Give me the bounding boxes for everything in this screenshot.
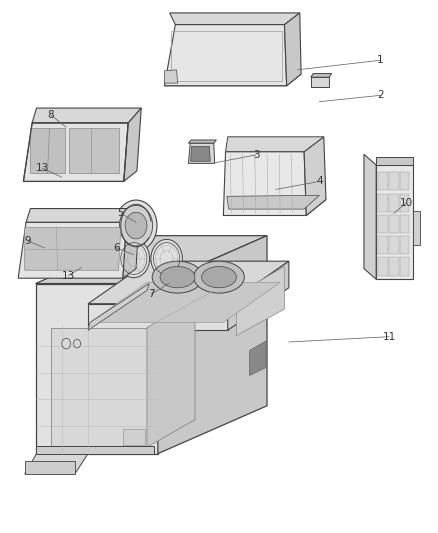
- Polygon shape: [226, 137, 324, 152]
- Polygon shape: [378, 236, 388, 254]
- Polygon shape: [164, 25, 287, 86]
- Circle shape: [125, 212, 147, 239]
- Polygon shape: [400, 172, 410, 190]
- Polygon shape: [237, 266, 285, 336]
- Polygon shape: [123, 429, 145, 445]
- Polygon shape: [413, 211, 420, 245]
- Text: 7: 7: [148, 289, 155, 299]
- Text: 4: 4: [316, 176, 323, 187]
- Circle shape: [115, 200, 157, 251]
- Polygon shape: [389, 193, 399, 212]
- Polygon shape: [285, 13, 301, 86]
- Polygon shape: [164, 74, 301, 86]
- Polygon shape: [389, 215, 399, 233]
- Polygon shape: [88, 261, 289, 304]
- Polygon shape: [378, 257, 388, 276]
- Text: 5: 5: [117, 208, 124, 219]
- Polygon shape: [400, 236, 410, 254]
- Polygon shape: [191, 147, 210, 161]
- Polygon shape: [123, 208, 140, 278]
- Polygon shape: [389, 236, 399, 254]
- Polygon shape: [88, 284, 149, 330]
- Polygon shape: [389, 257, 399, 276]
- Circle shape: [62, 338, 71, 349]
- Circle shape: [120, 205, 152, 246]
- Circle shape: [118, 239, 150, 278]
- Circle shape: [151, 239, 182, 278]
- Polygon shape: [376, 165, 413, 279]
- Text: 2: 2: [377, 90, 384, 100]
- Ellipse shape: [194, 261, 244, 293]
- Text: 6: 6: [113, 243, 120, 253]
- Polygon shape: [25, 228, 121, 270]
- Polygon shape: [147, 298, 195, 447]
- Circle shape: [74, 340, 81, 348]
- Polygon shape: [18, 222, 127, 278]
- Polygon shape: [124, 108, 141, 181]
- Polygon shape: [164, 70, 177, 83]
- Polygon shape: [26, 208, 140, 222]
- Polygon shape: [170, 13, 300, 25]
- Text: 13: 13: [35, 163, 49, 173]
- Polygon shape: [400, 215, 410, 233]
- Polygon shape: [25, 461, 75, 474]
- Polygon shape: [364, 155, 376, 279]
- Polygon shape: [25, 454, 88, 474]
- Polygon shape: [400, 257, 410, 276]
- Polygon shape: [30, 128, 65, 173]
- Polygon shape: [188, 143, 215, 164]
- Polygon shape: [378, 172, 388, 190]
- Text: 9: 9: [25, 236, 31, 246]
- Polygon shape: [228, 261, 289, 330]
- Polygon shape: [250, 341, 266, 375]
- Polygon shape: [188, 140, 216, 143]
- Polygon shape: [376, 157, 413, 165]
- Polygon shape: [35, 284, 158, 454]
- Polygon shape: [90, 282, 280, 322]
- Text: 3: 3: [253, 150, 259, 160]
- Polygon shape: [23, 123, 128, 181]
- Text: 8: 8: [48, 110, 54, 120]
- Text: 1: 1: [377, 55, 384, 65]
- Polygon shape: [378, 193, 388, 212]
- Text: 11: 11: [383, 332, 396, 342]
- Ellipse shape: [201, 266, 237, 288]
- Polygon shape: [36, 446, 153, 454]
- Polygon shape: [311, 74, 332, 77]
- Polygon shape: [88, 304, 228, 330]
- Polygon shape: [35, 236, 267, 284]
- Polygon shape: [223, 199, 326, 215]
- Text: 13: 13: [62, 271, 75, 280]
- Polygon shape: [69, 128, 120, 173]
- Polygon shape: [311, 77, 329, 87]
- Polygon shape: [227, 195, 319, 209]
- Polygon shape: [32, 108, 141, 123]
- Polygon shape: [158, 236, 267, 454]
- Polygon shape: [378, 215, 388, 233]
- Polygon shape: [389, 172, 399, 190]
- Text: 10: 10: [400, 198, 413, 208]
- Polygon shape: [223, 152, 306, 215]
- Polygon shape: [304, 137, 326, 215]
- Ellipse shape: [160, 266, 195, 288]
- Polygon shape: [400, 193, 410, 212]
- Polygon shape: [51, 328, 147, 447]
- Ellipse shape: [152, 261, 203, 293]
